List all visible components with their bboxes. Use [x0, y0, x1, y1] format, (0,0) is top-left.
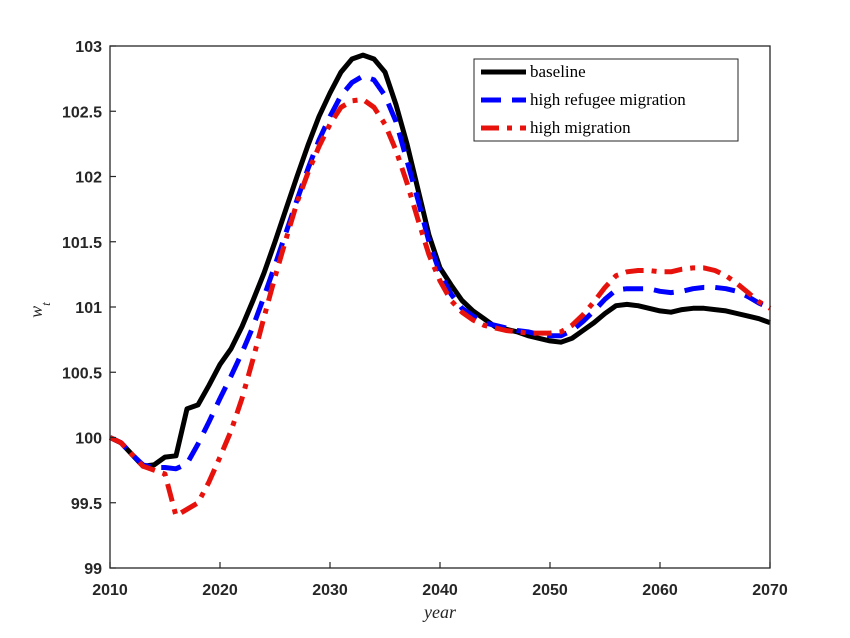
series-layer [108, 52, 772, 519]
x-axis-label: year [422, 602, 457, 622]
y-tick-label: 102.5 [62, 104, 102, 121]
x-tick-label: 2050 [532, 582, 568, 599]
y-tick-label: 99.5 [71, 496, 102, 513]
x-tick-label: 2060 [642, 582, 678, 599]
x-tick-label: 2040 [422, 582, 458, 599]
y-tick-label: 102 [75, 170, 102, 187]
x-tick-label: 2070 [752, 582, 788, 599]
series-line-high-migration [108, 97, 772, 519]
x-tick-label: 2010 [92, 582, 128, 599]
y-axis-ticks: 99 99.5 100 100.5 101 101.5 102 102.5 103 [62, 39, 116, 578]
legend: baseline high refugee migration high migra… [473, 58, 739, 142]
legend-label: high refugee migration [530, 90, 686, 109]
y-tick-label: 99 [84, 561, 102, 578]
x-tick-label: 2030 [312, 582, 348, 599]
y-axis-label-subscript: t [38, 302, 53, 306]
y-tick-label: 101.5 [62, 235, 102, 252]
series-line-high-refugee-migration [108, 73, 772, 472]
legend-entries: baseline high refugee migration high migra… [481, 62, 686, 137]
y-tick-label: 100 [75, 431, 102, 448]
x-axis-ticks: 2010 2020 2030 2040 2050 2060 2070 [92, 562, 788, 599]
y-tick-label: 100.5 [62, 365, 102, 382]
y-axis-label: wt [26, 302, 53, 318]
legend-label: baseline [530, 62, 586, 81]
y-tick-label: 103 [75, 39, 102, 56]
x-tick-label: 2020 [202, 582, 238, 599]
y-tick-label: 101 [75, 300, 102, 317]
legend-label: high migration [530, 118, 631, 137]
